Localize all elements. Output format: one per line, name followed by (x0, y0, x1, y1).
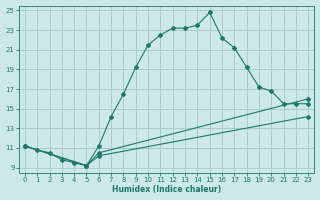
X-axis label: Humidex (Indice chaleur): Humidex (Indice chaleur) (112, 185, 221, 194)
